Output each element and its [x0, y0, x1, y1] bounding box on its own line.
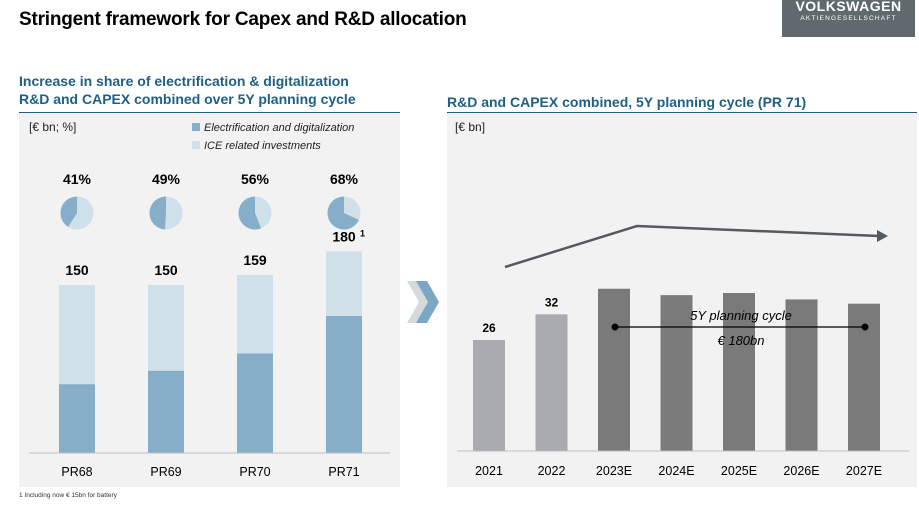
page-title: Stringent framework for Capex and R&D al… — [19, 9, 467, 30]
bar-2026E — [785, 299, 818, 451]
bar-2022 — [535, 314, 568, 451]
bar-ice-PR68 — [59, 285, 95, 385]
category-label-2024E: 2024E — [658, 464, 694, 478]
pie-slice-electrification-PR69 — [149, 196, 166, 230]
pie-slice-electrification-PR70 — [238, 196, 262, 230]
legend-ice: ICE related investments — [192, 140, 321, 152]
total-label-PR68: 150 — [65, 262, 89, 278]
legend-label-electrification: Electrification and digitalization — [204, 122, 355, 134]
volkswagen-logo: VOLKSWAGEN AKTIENGESELLSCHAFT — [782, 0, 915, 37]
bar-electrification-PR68 — [59, 384, 95, 453]
value-label-2021: 26 — [482, 321, 496, 335]
chevron-right-icon — [407, 281, 439, 323]
legend-label-ice: ICE related investments — [204, 140, 321, 152]
total-label-PR69: 150 — [154, 262, 178, 278]
footnote: 1 Including now € 15bn for battery — [19, 492, 117, 499]
category-label-PR68: PR68 — [61, 465, 92, 479]
logo-name: VOLKSWAGEN — [795, 0, 902, 14]
left-panel-rule — [19, 112, 400, 113]
bar-2025E — [723, 293, 755, 451]
value-label-2022: 32 — [545, 295, 559, 309]
bar-2023E — [598, 288, 630, 451]
left-panel-title: Increase in share of electrification & d… — [19, 72, 356, 108]
right-panel-title: R&D and CAPEX combined, 5Y planning cycl… — [447, 94, 807, 110]
category-label-PR71: PR71 — [328, 465, 359, 479]
bar-electrification-PR70 — [237, 353, 273, 453]
logo-subtitle: AKTIENGESELLSCHAFT — [800, 15, 897, 22]
total-label-PR70: 159 — [243, 252, 267, 268]
trend-line — [504, 224, 880, 269]
left-panel-title-line2: R&D and CAPEX combined over 5Y planning … — [19, 91, 356, 107]
bar-ice-PR70 — [237, 274, 273, 354]
bar-ice-PR71 — [326, 251, 362, 316]
legend-electrification: Electrification and digitalization — [192, 122, 354, 134]
category-label-2025E: 2025E — [721, 464, 757, 478]
bar-electrification-PR69 — [148, 370, 184, 453]
planning-cycle-start-dot — [611, 323, 619, 331]
trend-arrow-head — [877, 230, 888, 242]
left-stacked-bar-chart: 150 PR68 41% 150 PR69 49% 159 PR70 56% 180 1 PR71 68… — [29, 171, 390, 479]
share-label-PR70: 56% — [241, 171, 270, 187]
category-label-2027E: 2027E — [846, 464, 882, 478]
pie-slice-electrification-PR71 — [327, 196, 359, 230]
bar-ice-PR69 — [148, 285, 184, 371]
pie-slice-electrification-PR68 — [60, 196, 77, 227]
annotation-5y-planning-cycle: 5Y planning cycle — [690, 308, 792, 323]
annotation-180bn: € 180bn — [718, 333, 765, 348]
left-unit-label: [€ bn; %] — [29, 120, 77, 134]
bar-electrification-PR71 — [326, 315, 362, 453]
right-panel-rule — [447, 112, 917, 113]
total-footnote-marker-PR71: 1 — [360, 228, 365, 238]
category-label-2022: 2022 — [538, 464, 566, 478]
share-label-PR68: 41% — [63, 171, 92, 187]
total-label-PR71: 180 — [332, 228, 356, 244]
legend-swatch-electrification — [192, 123, 200, 131]
share-label-PR71: 68% — [330, 171, 359, 187]
category-label-2026E: 2026E — [783, 464, 819, 478]
category-label-2021: 2021 — [475, 464, 503, 478]
planning-cycle-end-dot — [861, 323, 869, 331]
bar-2021 — [473, 339, 505, 451]
share-label-PR69: 49% — [152, 171, 181, 187]
bar-2024E — [660, 295, 693, 451]
legend-swatch-ice — [192, 141, 200, 149]
right-unit-label: [€ bn] — [455, 120, 486, 134]
right-bar-chart: 5Y planning cycle € 180bn 26 2021 32 2022 20… — [457, 224, 909, 478]
left-panel-title-line1: Increase in share of electrification & d… — [19, 73, 349, 89]
category-label-2023E: 2023E — [596, 464, 632, 478]
category-label-PR70: PR70 — [239, 465, 270, 479]
category-label-PR69: PR69 — [150, 465, 181, 479]
